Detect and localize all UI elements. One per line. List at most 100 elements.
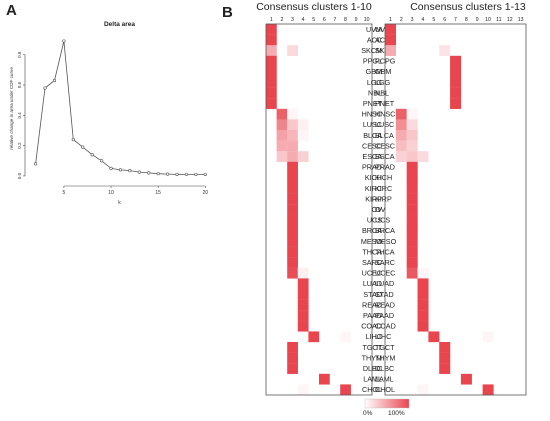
heatmap-1-10-cell xyxy=(266,77,277,88)
panel-label-a: A xyxy=(6,2,17,19)
heatmap-title-1-10: Consensus clusters 1-10 xyxy=(256,1,372,13)
heatmap-1-13-cell xyxy=(395,151,407,162)
heatmap-1-13-col-label: 2 xyxy=(400,17,403,23)
data-point xyxy=(137,170,141,174)
heatmap-1-13-cell xyxy=(385,24,396,35)
heatmap-1-13-row-label: CHOL xyxy=(362,385,382,394)
y-tick-label: 0.8 xyxy=(17,51,22,58)
heatmap-1-10-cell xyxy=(266,87,277,99)
heatmap-1-13-cell xyxy=(450,55,462,67)
data-point xyxy=(156,172,160,176)
data-point xyxy=(109,166,113,170)
x-tick-label: 10 xyxy=(108,190,114,196)
heatmap-1-10-cell xyxy=(287,151,298,162)
heatmap-1-10-row-label: MESO xyxy=(375,237,397,246)
heatmap-1-10-col-label: 7 xyxy=(333,17,336,23)
heatmap-1-13-col-label: 13 xyxy=(518,17,524,23)
heatmap-1-13-cell xyxy=(406,119,418,131)
heatmap-1-13-cell xyxy=(395,130,407,141)
heatmap-1-10-cell xyxy=(287,225,298,237)
legend-max-label: 100% xyxy=(388,410,405,417)
heatmap-1-10-cell xyxy=(276,108,288,120)
heatmap-1-10-cell xyxy=(266,98,277,109)
heatmap-1-13-cell xyxy=(439,363,451,374)
data-point xyxy=(194,172,198,177)
heatmap-1-10-cell xyxy=(287,140,298,152)
heatmap-1-13-cell xyxy=(406,225,418,237)
heatmap-1-13-cell xyxy=(395,140,407,152)
heatmap-1-10-row-label: BLCA xyxy=(375,131,394,140)
heatmap-1-13-row-label: NBL xyxy=(368,88,382,97)
heatmap-1-13-row-label: LAML xyxy=(363,375,382,384)
heatmap-1-10-row-label: SARC xyxy=(375,258,395,267)
heatmap-1-13-cell xyxy=(417,384,429,396)
data-point xyxy=(165,172,170,176)
heatmap-1-10-row-label: TGCT xyxy=(375,343,395,352)
heatmap-1-13-cell xyxy=(406,193,418,205)
heatmap-1-10-col-label: 1 xyxy=(270,17,273,23)
heatmap-1-13-row-label: SARC xyxy=(362,258,382,267)
legend-color-bar xyxy=(364,398,410,409)
heatmap-1-10-cell xyxy=(287,45,298,56)
heatmap-1-10-row-label: STAD xyxy=(375,290,394,299)
heatmap-1-13-row-label: ACC xyxy=(367,35,382,44)
data-point xyxy=(99,159,104,163)
heatmap-1-13-cell xyxy=(406,236,418,247)
heatmap-1-10-row-label: DLBC xyxy=(375,364,394,373)
heatmap-1-13-row-label: LUSC xyxy=(363,120,382,129)
heatmap-1-13-row-label: MESO xyxy=(361,237,383,246)
heatmap-1-13-cell xyxy=(439,342,451,353)
data-point xyxy=(203,172,207,177)
heatmap-1-13-cell xyxy=(406,183,418,194)
heatmap-1-10-row-label: KIRC xyxy=(375,184,392,193)
heatmap-1-10-cell xyxy=(266,55,277,67)
heatmap-1-13-row-label: PPGL xyxy=(363,57,382,66)
heatmap-1-13-row-label: KIRP xyxy=(365,194,382,203)
heatmap-1-10-cell xyxy=(287,119,298,131)
heatmap-1-13-row-label: LGG xyxy=(367,78,383,87)
heatmap-1-10-cell xyxy=(297,310,309,321)
heatmap-1-10-cell xyxy=(287,130,298,141)
heatmap-1-13-row-label: KIRC xyxy=(365,184,382,193)
heatmap-1-13-cell xyxy=(417,289,429,300)
heatmap-1-10-row-label: PCPG xyxy=(375,57,396,66)
heatmap-1-10-frame xyxy=(265,23,373,396)
data-point xyxy=(175,172,179,177)
heatmap-1-13-cell xyxy=(406,204,418,215)
heatmap-1-10-cell xyxy=(287,214,298,226)
heatmap-1-13-row-label: GBM xyxy=(366,67,382,76)
heatmap-1-13-row-label: TGCT xyxy=(362,343,382,352)
heatmap-1-10-row-label: COAD xyxy=(375,322,396,331)
heatmap-1-13-row-label: OV xyxy=(372,205,383,214)
heatmap-1-10-cell xyxy=(287,161,298,173)
heatmap-1-13-row-label: LIHC xyxy=(366,332,382,341)
heatmap-1-13-col-label: 12 xyxy=(507,17,513,23)
heatmap-1-13-row-label: BRCA xyxy=(362,226,382,235)
heatmap-1-13-row-label: CESC xyxy=(362,141,382,150)
heatmap-1-13-row-label: UVM xyxy=(366,25,382,34)
heatmap-1-13-cell xyxy=(450,87,462,99)
chart-title: Delta area xyxy=(104,21,135,28)
heatmap-1-13-cell xyxy=(406,161,418,173)
x-tick-label: 20 xyxy=(203,190,209,196)
data-point xyxy=(90,153,94,157)
heatmap-1-13-cell xyxy=(406,246,418,258)
heatmap-1-13-cell xyxy=(395,119,407,131)
heatmap-1-13-cell xyxy=(428,331,440,343)
heatmap-1-10-cell xyxy=(276,119,288,131)
heatmap-1-10-row-label: GBM xyxy=(375,67,391,76)
heatmap-1-13-cell xyxy=(450,98,462,109)
heatmap-1-13-frame xyxy=(384,23,527,396)
heatmap-1-10-cell xyxy=(287,342,298,353)
heatmap-1-10-col-label: 6 xyxy=(323,17,326,23)
heatmap-1-10-col-label: 9 xyxy=(355,17,358,23)
heatmap-1-10-col-label: 5 xyxy=(312,17,315,23)
heatmap-1-13-cell xyxy=(406,151,418,162)
heatmap-1-10-row-label: ESCA xyxy=(375,152,395,161)
heatmap-1-10-cell xyxy=(266,66,277,78)
heatmap-1-13-col-label: 11 xyxy=(496,17,501,23)
heatmap-1-10-col-label: 10 xyxy=(364,17,370,23)
heatmap-1-13-cell xyxy=(417,299,429,311)
heatmap-1-13-cell xyxy=(417,267,429,279)
heatmap-1-13-cell xyxy=(482,331,494,343)
